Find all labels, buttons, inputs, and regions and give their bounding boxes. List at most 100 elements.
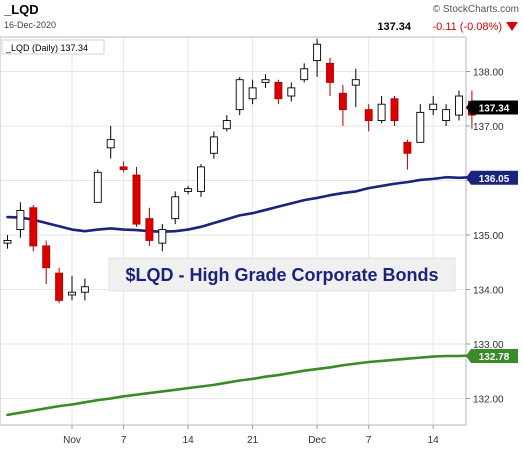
candle	[171, 191, 180, 225]
annotation: $LQD - High Grade Corporate Bonds	[108, 257, 456, 292]
candle	[145, 207, 154, 246]
price-readout: 137.34 -0.11 (-0.08%)	[377, 21, 518, 33]
candle	[416, 104, 425, 143]
ma-line-short	[6, 175, 474, 234]
candle-body	[106, 139, 115, 149]
candle-body	[377, 103, 386, 121]
y-tick-label: 135.00	[473, 231, 504, 242]
last-price: 137.34	[377, 21, 412, 33]
x-tick-label: Nov	[63, 435, 81, 446]
candle-body	[184, 188, 193, 192]
candle	[455, 90, 463, 121]
candle-body	[42, 245, 51, 269]
candle	[55, 267, 64, 304]
x-tick-label: 14	[183, 435, 195, 446]
legend-text: _LQD (Daily) 137.34	[5, 43, 88, 53]
candle	[132, 166, 141, 227]
candle	[197, 164, 205, 197]
candle-body	[326, 62, 334, 83]
candle	[106, 126, 115, 159]
x-tick-label: 7	[121, 435, 127, 446]
candle-body	[429, 103, 438, 111]
plot-grid	[0, 37, 466, 425]
candle-body	[145, 218, 154, 241]
last-price-label-text: 137.34	[479, 103, 510, 114]
candle-body	[119, 166, 128, 171]
candle-body	[222, 120, 231, 130]
candle	[287, 82, 296, 102]
candle-body	[68, 291, 76, 296]
price-change: -0.11 (-0.08%)	[433, 21, 503, 33]
candle-body	[235, 79, 244, 111]
candle	[338, 85, 347, 126]
candle	[80, 278, 89, 301]
annotation-box	[108, 257, 456, 292]
candle	[377, 96, 386, 124]
moving-average-lines	[6, 175, 474, 417]
candle	[119, 161, 128, 173]
candle-body	[3, 239, 12, 244]
candle	[42, 240, 51, 285]
candle	[390, 96, 399, 126]
ma-short-label-text: 136.05	[479, 174, 510, 185]
candle	[3, 235, 12, 249]
candle-body	[16, 210, 25, 231]
ma-short-label: 136.05	[466, 170, 518, 185]
candle-body	[248, 87, 257, 100]
candle-body	[55, 272, 64, 301]
candle	[93, 169, 102, 203]
x-axis-ticks: Nov 7 14 21 Dec 7 14	[63, 425, 439, 446]
x-tick-label: 7	[366, 435, 372, 446]
candle-body	[455, 95, 463, 116]
candle	[429, 96, 438, 116]
ma-long-label-bg	[466, 348, 518, 363]
candle	[274, 79, 283, 105]
candle-body	[364, 109, 373, 122]
down-triangle-icon	[506, 22, 518, 31]
y-tick-label: 138.00	[473, 68, 504, 79]
y-tick-label: 132.00	[473, 395, 504, 406]
candle	[158, 224, 167, 252]
candle	[248, 79, 257, 105]
candle	[222, 115, 231, 132]
last-price-label: 137.34	[466, 100, 518, 115]
plot-frame	[0, 36, 467, 426]
candle-body	[274, 81, 283, 100]
candle-body	[338, 92, 347, 111]
candle-body	[442, 109, 451, 122]
candle	[16, 202, 25, 238]
last-price-label-bg	[466, 100, 518, 115]
candle-body	[313, 43, 322, 62]
legend-box	[1, 39, 105, 55]
candle-body	[416, 111, 425, 143]
axis-value-labels: 137.34 136.05 132.78	[466, 100, 518, 363]
candle-body	[287, 87, 296, 97]
candle	[300, 63, 309, 83]
legend: _LQD (Daily) 137.34	[1, 39, 105, 55]
x-tick-label: 21	[247, 435, 259, 446]
candle-body	[93, 171, 102, 203]
candle	[209, 131, 218, 159]
candle-body	[300, 68, 309, 81]
candle	[68, 275, 76, 301]
candle	[261, 74, 270, 88]
candle	[29, 205, 38, 252]
candle-body	[351, 79, 360, 86]
candle	[442, 104, 451, 126]
candlesticks	[3, 38, 476, 304]
candle-body	[132, 174, 141, 225]
symbol-title: _LQD	[3, 2, 39, 17]
candle-body	[403, 141, 412, 154]
y-tick-label: 137.00	[473, 122, 504, 133]
ma-long-label-text: 132.78	[479, 352, 510, 363]
candle-body	[158, 229, 167, 244]
x-tick-label: 14	[428, 435, 440, 446]
candle-body	[29, 207, 38, 247]
candle	[184, 185, 193, 195]
candle	[351, 68, 360, 107]
ma-line-long	[6, 354, 474, 417]
ma-long-label: 132.78	[466, 348, 518, 363]
candle-body	[171, 196, 180, 220]
brand-text: © StockCharts.com	[433, 4, 519, 15]
